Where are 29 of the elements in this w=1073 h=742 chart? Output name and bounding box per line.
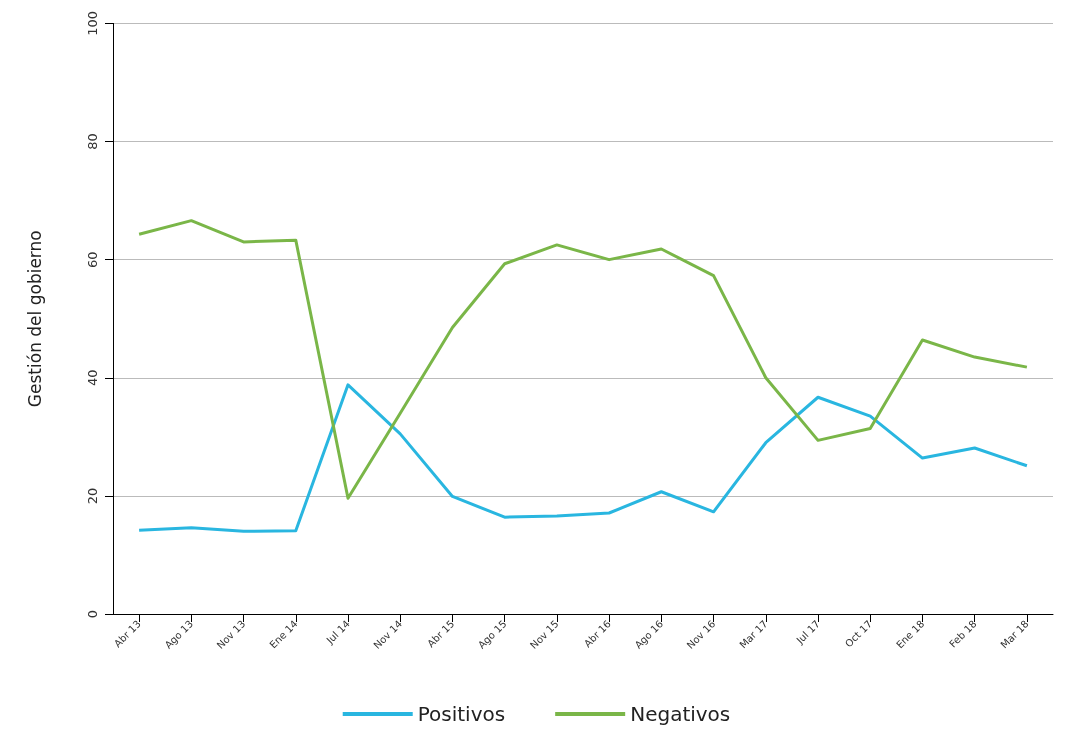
x-tick-label: Nov 15 — [527, 618, 561, 651]
x-tick-label: Abr 16 — [581, 618, 613, 650]
x-tick-label: Nov 16 — [684, 618, 718, 651]
x-tick-label: Jul 14 — [323, 618, 352, 647]
legend-label: Negativos — [630, 702, 731, 726]
line-series — [137, 219, 1029, 500]
x-tick-label: Oct 17 — [842, 618, 875, 650]
x-tick-label: Ene 18 — [894, 618, 927, 651]
y-tick-label: 20 — [85, 487, 100, 505]
x-tick-label: Abr 13 — [111, 618, 143, 650]
y-tick-label: 100 — [85, 10, 100, 36]
x-tick-label: Ago 13 — [162, 618, 196, 651]
x-tick-label: Mar 18 — [998, 618, 1031, 651]
x-tick-label: Nov 14 — [371, 618, 405, 651]
x-tick-label: Abr 15 — [425, 618, 457, 650]
x-tick-label: Ene 14 — [267, 618, 300, 651]
y-axis-title: Gestión del gobierno — [24, 230, 45, 408]
x-tick-label: Ago 15 — [475, 618, 509, 651]
x-tick-label: Mar 17 — [737, 618, 770, 651]
x-tick-label: Ago 16 — [632, 618, 666, 651]
x-tick-label: Jul 17 — [793, 618, 822, 647]
y-tick-label: 60 — [85, 251, 100, 268]
y-tick-label: 40 — [85, 369, 100, 387]
x-tick-label: Nov 13 — [214, 618, 248, 651]
y-tick-label: 80 — [85, 133, 100, 150]
y-tick-label: 0 — [85, 609, 100, 619]
x-tick-label: Feb 18 — [947, 618, 979, 650]
legend-label: Positivos — [417, 702, 506, 726]
line-series — [137, 383, 1029, 533]
